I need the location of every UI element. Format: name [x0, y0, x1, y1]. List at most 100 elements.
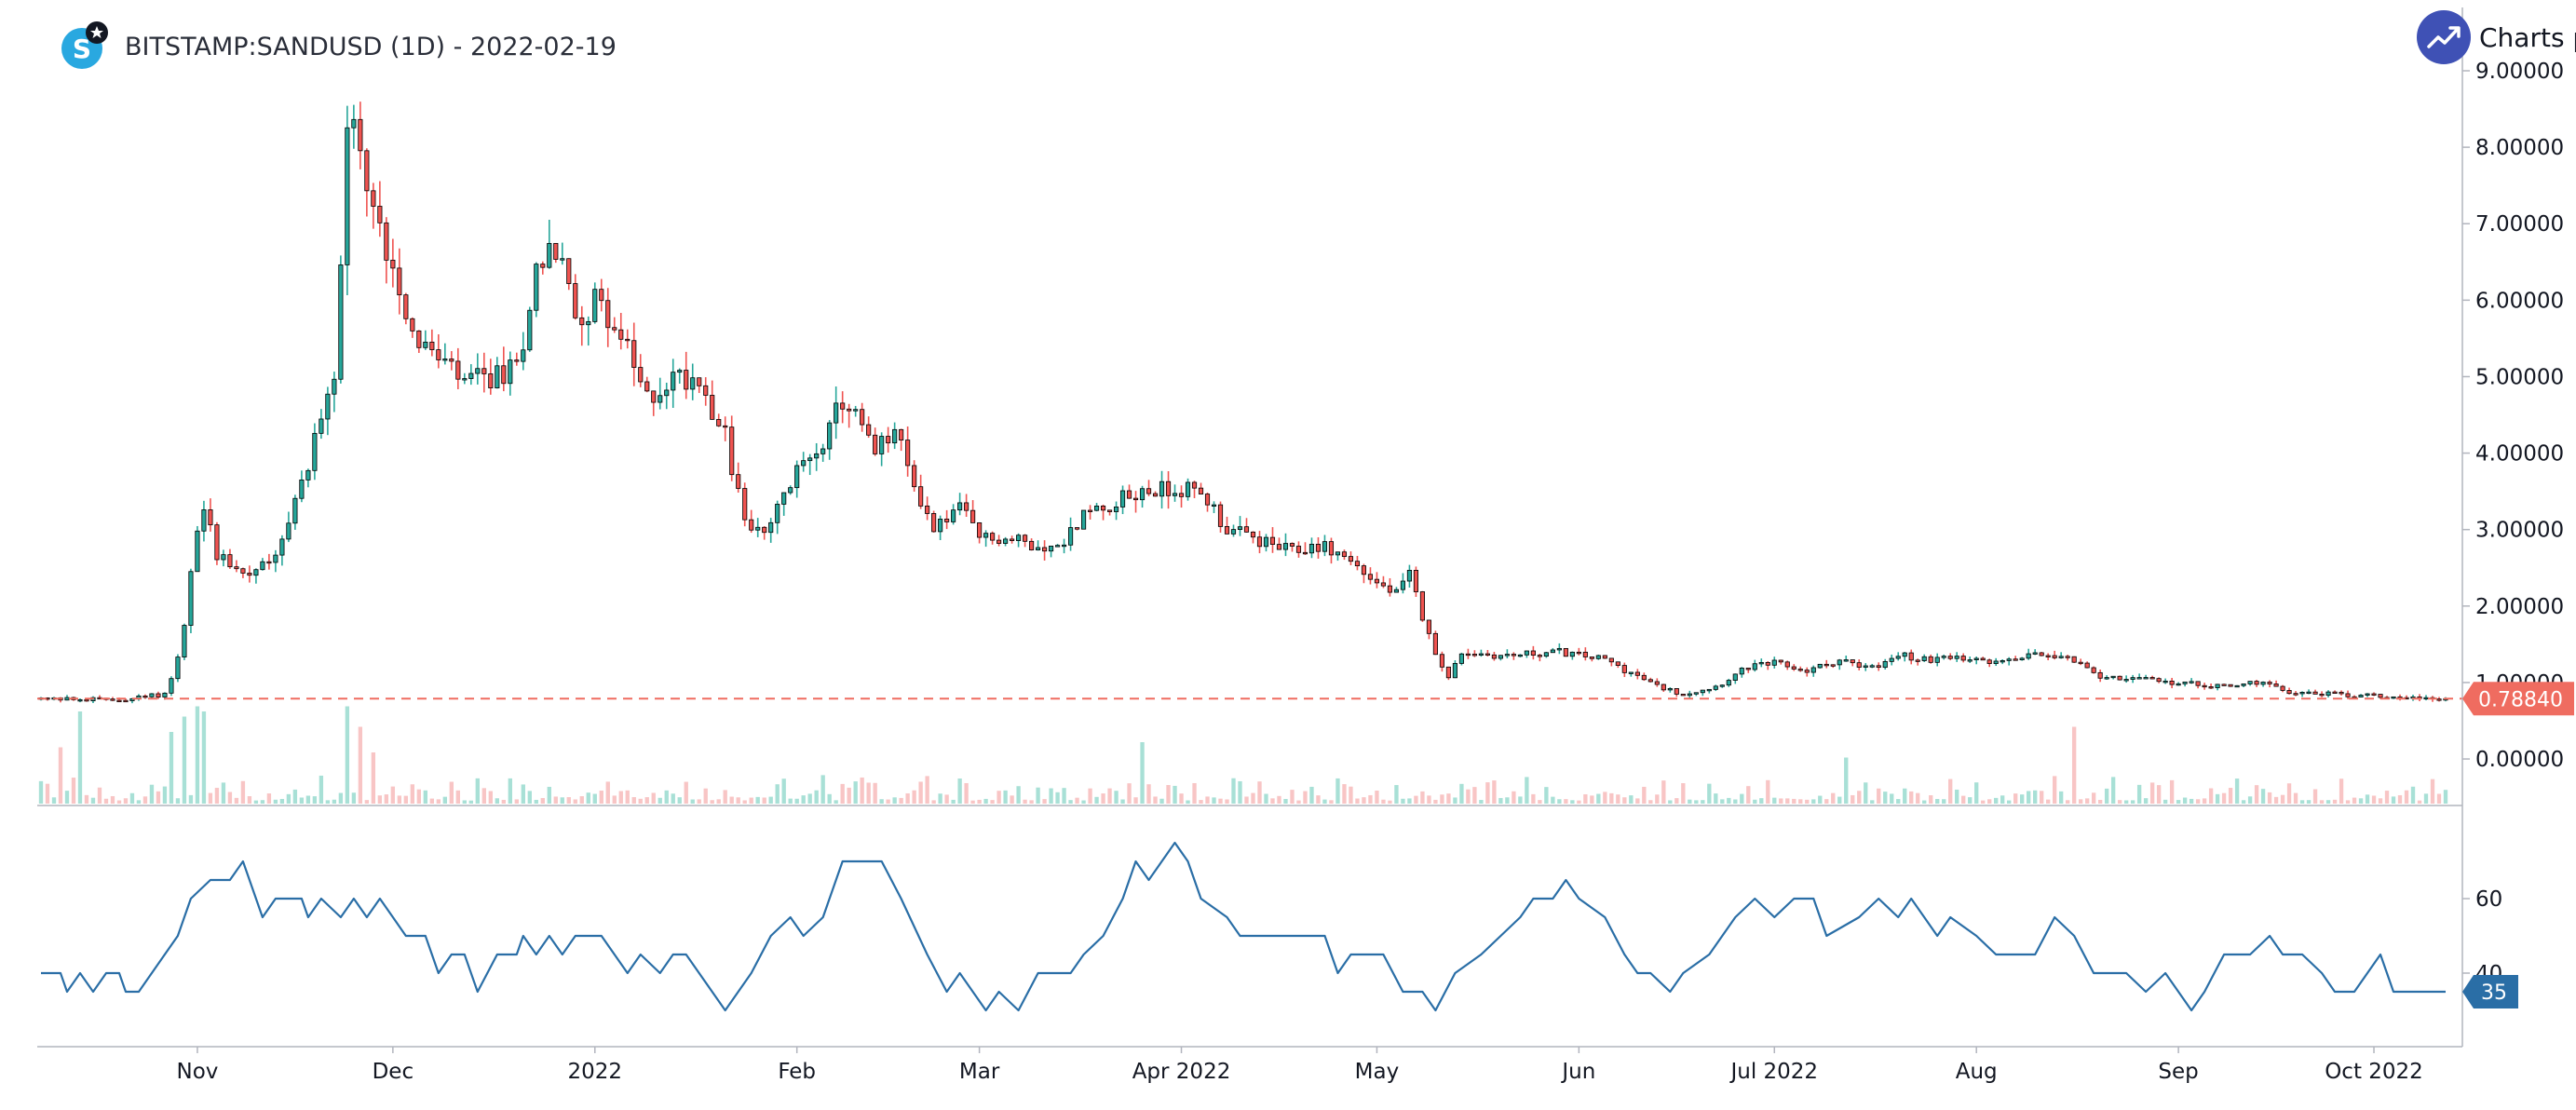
indicator-last-value: 35	[2481, 981, 2507, 1005]
volume-bar	[1264, 793, 1268, 804]
candle-body	[2358, 695, 2364, 697]
volume-bar	[175, 798, 181, 804]
volume-bar	[1270, 798, 1275, 804]
candle-body	[788, 487, 793, 494]
candle-body	[2247, 681, 2253, 684]
candle-body	[1269, 536, 1276, 545]
time-axis: Nov Dec 2022 Feb Mar Apr 2022 May Jun Jul 2022 Au…	[176, 1047, 2423, 1084]
volume-bar	[834, 800, 838, 804]
candle-body	[716, 418, 722, 426]
candle-body	[1029, 540, 1035, 551]
candle-body	[1348, 556, 1354, 562]
volume-bar	[1140, 742, 1145, 804]
candle-body	[1023, 535, 1028, 542]
candle-body	[2169, 680, 2175, 685]
volume-bar	[527, 791, 532, 804]
candle-body	[1387, 585, 1393, 593]
candle-body	[2293, 693, 2298, 696]
volume-bar	[847, 787, 851, 804]
volume-bar	[644, 797, 649, 804]
volume-bar	[123, 798, 129, 804]
volume-bar	[1225, 799, 1229, 804]
volume-bar	[2378, 798, 2383, 804]
candle-body	[827, 422, 833, 450]
candle-body	[1973, 657, 1979, 660]
volume-bar	[247, 795, 252, 804]
volume-bar	[2084, 798, 2090, 804]
candle-body	[2136, 677, 2142, 680]
candle-body	[1159, 481, 1165, 497]
candle-body	[534, 264, 539, 311]
candle-body	[1458, 653, 1464, 664]
candle-body	[1928, 656, 1933, 663]
brand-badge[interactable]: Charts p	[2416, 7, 2576, 67]
candle-body	[227, 554, 233, 568]
volume-bar	[540, 797, 545, 804]
candlestick-series	[38, 102, 2448, 704]
volume-bar	[2358, 798, 2364, 804]
candle-body	[429, 341, 435, 350]
volume-bar	[2117, 800, 2122, 804]
candle-body	[2039, 652, 2044, 657]
volume-bar	[2260, 789, 2266, 804]
candle-body	[970, 509, 976, 523]
candle-body	[521, 349, 526, 362]
volume-bar	[1674, 798, 1679, 804]
brand-text: Charts p	[2479, 21, 2576, 53]
volume-bar	[1081, 800, 1086, 804]
candle-body	[775, 504, 780, 523]
candle-body	[1634, 671, 1640, 676]
volume-bar	[84, 794, 89, 804]
candle-body	[1185, 481, 1191, 497]
volume-bar	[227, 792, 233, 804]
volume-bar	[716, 799, 721, 804]
candle-body	[1758, 662, 1764, 665]
candle-body	[899, 428, 904, 440]
candle-body	[703, 385, 709, 396]
candle-body	[1315, 544, 1322, 552]
candle-body	[2299, 692, 2305, 695]
candle-body	[2306, 691, 2312, 695]
volume-bar	[338, 792, 344, 804]
candle-body	[2019, 657, 2025, 660]
volume-bar	[58, 747, 63, 804]
volume-bar	[684, 781, 688, 804]
volume-bar	[638, 798, 643, 804]
time-tick-label: Feb	[778, 1060, 816, 1084]
candle-body	[377, 206, 383, 223]
volume-bar	[1818, 795, 1823, 804]
candle-body	[762, 526, 767, 534]
volume-bar	[1512, 791, 1516, 804]
volume-bar	[788, 798, 793, 804]
volume-bar	[697, 799, 701, 804]
volume-bar	[1655, 794, 1660, 804]
price-tick-label: 6.00000	[2475, 289, 2564, 313]
volume-bar	[970, 800, 975, 804]
candle-body	[1674, 688, 1679, 695]
volume-bar	[1701, 800, 1705, 804]
volume-bar	[664, 790, 669, 804]
volume-bar	[1049, 788, 1053, 804]
candle-body	[599, 289, 604, 302]
time-tick-label: Apr 2022	[1132, 1060, 1231, 1084]
volume-bar	[1401, 798, 1405, 804]
volume-bar	[2436, 793, 2442, 804]
candle-body	[1602, 655, 1607, 659]
volume-bar	[918, 781, 923, 804]
volume-bar	[729, 796, 734, 804]
price-tick-label: 3.00000	[2475, 519, 2564, 543]
candle-body	[162, 692, 168, 697]
volume-bar	[1505, 797, 1510, 804]
candle-body	[1680, 694, 1686, 697]
candle-body	[1771, 659, 1777, 666]
volume-bar	[2202, 798, 2207, 804]
volume-bar	[397, 795, 402, 804]
volume-bar	[1857, 791, 1862, 804]
volume-bar	[1544, 787, 1549, 804]
candle-body	[2104, 677, 2109, 680]
candle-body	[358, 118, 363, 152]
volume-bar	[1251, 792, 1255, 804]
volume-bar	[188, 794, 194, 804]
candle-body	[1661, 684, 1666, 691]
candle-body	[547, 242, 552, 268]
